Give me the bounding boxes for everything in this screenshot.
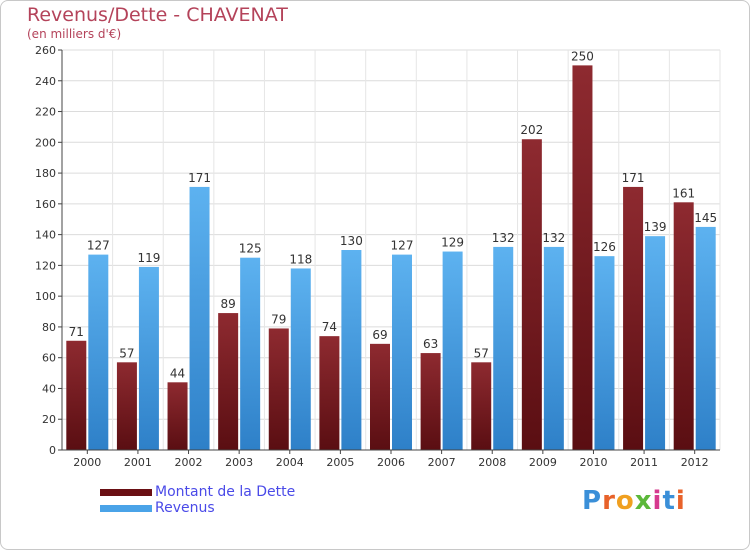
logo-letter: i bbox=[652, 486, 663, 516]
bar-dette bbox=[370, 343, 390, 450]
bar-dette bbox=[673, 202, 694, 450]
x-tick-label: 2005 bbox=[326, 456, 354, 469]
bar-dette bbox=[116, 362, 137, 450]
x-tick-label: 2002 bbox=[175, 456, 203, 469]
y-tick-label: 40 bbox=[42, 382, 56, 395]
data-label-dette: 202 bbox=[520, 123, 543, 137]
bar-revenus bbox=[240, 257, 261, 450]
legend-swatch-revenus bbox=[100, 505, 152, 512]
data-label-revenus: 127 bbox=[391, 239, 414, 253]
logo-letter: o bbox=[615, 486, 635, 516]
data-label-dette: 57 bbox=[474, 346, 489, 360]
y-tick-label: 140 bbox=[35, 229, 56, 242]
chart-subtitle: (en milliers d'€) bbox=[27, 27, 122, 41]
bar-revenus bbox=[290, 268, 311, 450]
data-label-revenus: 139 bbox=[644, 220, 667, 234]
bar-revenus bbox=[392, 254, 412, 450]
bar-revenus bbox=[695, 226, 716, 450]
bar-revenus bbox=[442, 251, 463, 450]
x-tick-label: 2003 bbox=[225, 456, 253, 469]
data-label-dette: 74 bbox=[322, 320, 337, 334]
bar-dette bbox=[420, 353, 441, 450]
x-tick-label: 2012 bbox=[681, 456, 709, 469]
y-tick-label: 20 bbox=[42, 413, 56, 426]
x-tick-label: 2000 bbox=[73, 456, 101, 469]
bar-dette bbox=[572, 65, 593, 450]
bar-dette bbox=[319, 336, 340, 450]
data-label-revenus: 132 bbox=[542, 231, 565, 245]
y-tick-label: 200 bbox=[35, 136, 56, 149]
data-label-revenus: 119 bbox=[137, 251, 160, 265]
data-label-dette: 57 bbox=[119, 346, 134, 360]
bar-dette bbox=[471, 362, 492, 450]
data-label-revenus: 130 bbox=[340, 234, 363, 248]
data-label-dette: 250 bbox=[571, 49, 594, 63]
x-tick-label: 2004 bbox=[276, 456, 304, 469]
data-label-dette: 79 bbox=[271, 312, 286, 326]
y-tick-label: 120 bbox=[35, 259, 56, 272]
bar-revenus bbox=[138, 266, 159, 450]
y-tick-label: 220 bbox=[35, 106, 56, 119]
bar-revenus bbox=[88, 254, 109, 450]
data-label-revenus: 118 bbox=[289, 252, 312, 266]
logo-letter: r bbox=[602, 486, 616, 516]
data-label-revenus: 126 bbox=[593, 240, 616, 254]
data-label-dette: 63 bbox=[423, 337, 438, 351]
data-label-revenus: 132 bbox=[492, 231, 515, 245]
y-tick-label: 240 bbox=[35, 75, 56, 88]
x-tick-label: 2010 bbox=[579, 456, 607, 469]
legend-swatch-dette bbox=[100, 489, 152, 496]
bar-dette bbox=[268, 328, 289, 450]
chart-title: Revenus/Dette - CHAVENAT bbox=[27, 4, 288, 26]
x-tick-label: 2006 bbox=[377, 456, 405, 469]
data-label-revenus: 129 bbox=[441, 236, 464, 250]
data-label-revenus: 125 bbox=[239, 242, 262, 256]
bar-revenus bbox=[493, 246, 514, 450]
bar-revenus bbox=[341, 250, 362, 450]
data-label-dette: 89 bbox=[221, 297, 236, 311]
y-tick-label: 100 bbox=[35, 290, 56, 303]
y-tick-label: 60 bbox=[42, 352, 56, 365]
bar-revenus bbox=[189, 186, 210, 450]
bar-dette bbox=[167, 382, 188, 450]
y-tick-label: 260 bbox=[35, 44, 56, 57]
data-label-dette: 171 bbox=[622, 171, 645, 185]
bar-revenus bbox=[543, 246, 564, 450]
logo-letter: i bbox=[675, 486, 686, 516]
x-tick-label: 2008 bbox=[478, 456, 506, 469]
logo-letter: t bbox=[662, 486, 676, 516]
bar-revenus bbox=[645, 236, 666, 450]
data-label-dette: 71 bbox=[69, 325, 84, 339]
legend-label-revenus: Revenus bbox=[155, 500, 215, 516]
data-label-dette: 44 bbox=[170, 366, 185, 380]
y-tick-label: 0 bbox=[49, 444, 56, 457]
data-label-revenus: 171 bbox=[188, 171, 211, 185]
bar-dette bbox=[521, 139, 542, 450]
logo-letter: x bbox=[634, 486, 653, 516]
x-tick-label: 2007 bbox=[428, 456, 456, 469]
bar-dette bbox=[623, 186, 644, 450]
x-tick-label: 2009 bbox=[529, 456, 557, 469]
bar-revenus bbox=[594, 256, 615, 450]
legend-label-dette: Montant de la Dette bbox=[155, 484, 296, 500]
data-label-dette: 161 bbox=[672, 186, 695, 200]
y-tick-label: 160 bbox=[35, 198, 56, 211]
x-tick-label: 2011 bbox=[630, 456, 658, 469]
y-tick-label: 180 bbox=[35, 167, 56, 180]
y-tick-label: 80 bbox=[42, 321, 56, 334]
data-label-revenus: 145 bbox=[694, 211, 717, 225]
proxiti-logo: Proxiti bbox=[582, 486, 686, 516]
data-label-revenus: 127 bbox=[87, 239, 110, 253]
x-tick-label: 2001 bbox=[124, 456, 152, 469]
data-label-dette: 69 bbox=[372, 328, 387, 342]
bar-dette bbox=[66, 340, 87, 450]
bar-dette bbox=[218, 313, 239, 450]
logo-letter: P bbox=[582, 486, 603, 516]
